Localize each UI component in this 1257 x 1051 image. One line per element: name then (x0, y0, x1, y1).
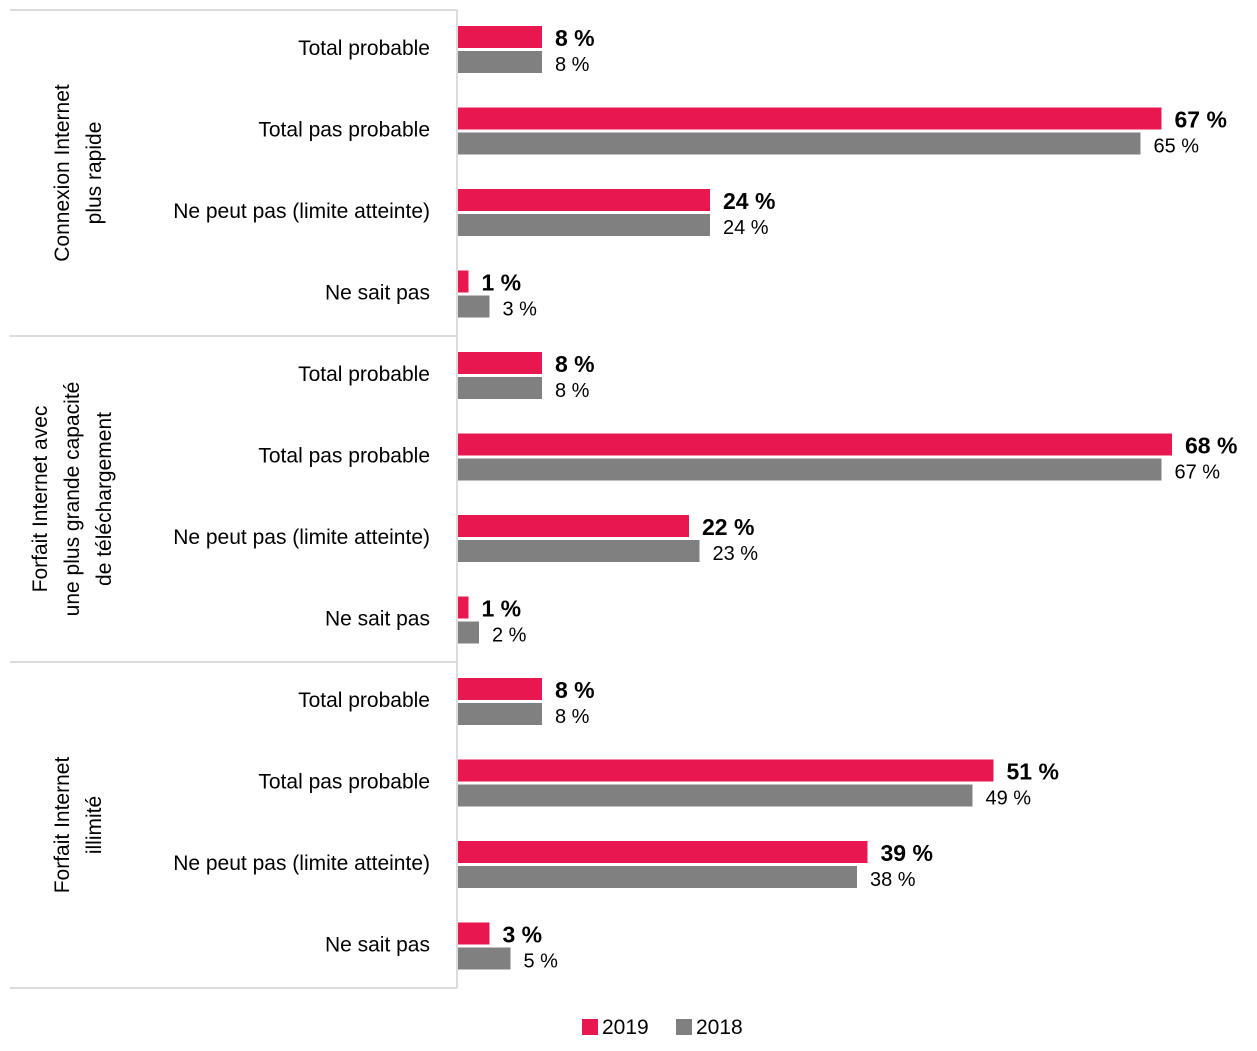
legend-swatch-2019 (582, 1019, 598, 1035)
data-label-2018: 2 % (492, 625, 527, 647)
data-label-2019: 68 % (1185, 433, 1237, 459)
data-label-2018: 8 % (555, 706, 590, 728)
data-label-2019: 22 % (702, 514, 754, 540)
data-label-2019: 1 % (482, 596, 522, 622)
category-label: Ne sait pas (325, 608, 430, 631)
data-label-2019: 1 % (482, 270, 522, 296)
data-label-2019: 8 % (555, 351, 595, 377)
category-label: Ne sait pas (325, 934, 430, 957)
data-label-2019: 51 % (1007, 759, 1059, 785)
data-label-2018: 67 % (1175, 462, 1221, 484)
category-label: Ne peut pas (limite atteinte) (173, 852, 430, 875)
bar-2018 (458, 377, 542, 399)
data-label-2018: 24 % (723, 217, 769, 239)
category-label: Total probable (298, 37, 430, 60)
data-label-2019: 67 % (1175, 107, 1227, 133)
group-label-line: Connexion Internet (51, 84, 74, 262)
bar-2019 (458, 759, 994, 782)
bar-2019 (458, 922, 490, 945)
bar-2019 (458, 596, 469, 619)
data-label-2019: 8 % (555, 25, 595, 51)
bar-2019 (458, 189, 710, 211)
data-label-2019: 39 % (881, 840, 933, 866)
bar-2018 (458, 866, 857, 888)
group-label-line: Forfait Internet (51, 757, 74, 894)
bar-2019 (458, 270, 469, 293)
group-label-line: Forfait Internet avec (29, 406, 52, 593)
data-label-2018: 8 % (555, 54, 590, 76)
data-label-2019: 24 % (723, 188, 775, 214)
bar-2018 (458, 295, 490, 318)
bar-2019 (458, 352, 542, 374)
group-label: Forfait Internet illimité (51, 757, 106, 894)
bar-2018 (458, 214, 710, 236)
group-label-line: illimité (83, 796, 106, 854)
group-label: Forfait Internet avec une plus grande cap… (29, 382, 116, 617)
bar-2018 (458, 132, 1141, 155)
bar-2018 (458, 51, 542, 73)
category-label: Total probable (298, 689, 430, 712)
group-label-line: une plus grande capacité (61, 382, 84, 617)
data-label-2018: 38 % (870, 869, 916, 891)
group-label-line: de téléchargement (93, 412, 116, 586)
bar-2019 (458, 26, 542, 48)
group-label: Connexion Internet plus rapide (51, 84, 106, 262)
bar-2018 (458, 621, 479, 644)
data-label-2018: 5 % (524, 951, 559, 973)
category-label: Total probable (298, 363, 430, 386)
bar-2018 (458, 458, 1162, 481)
category-label: Ne peut pas (limite atteinte) (173, 526, 430, 549)
data-label-2018: 49 % (986, 788, 1032, 810)
group-label-line: plus rapide (83, 122, 106, 225)
data-label-2018: 65 % (1154, 136, 1200, 158)
legend-label-2018: 2018 (696, 1016, 743, 1039)
bar-2019 (458, 841, 868, 863)
bar-2019 (458, 515, 689, 537)
data-label-2018: 23 % (713, 543, 759, 565)
category-label: Total pas probable (258, 771, 430, 794)
legend-swatch-2018 (676, 1019, 692, 1035)
data-label-2018: 8 % (555, 380, 590, 402)
category-label: Ne sait pas (325, 282, 430, 305)
bar-2018 (458, 947, 511, 970)
data-label-2019: 3 % (503, 922, 543, 948)
bar-2018 (458, 784, 973, 807)
category-label: Total pas probable (258, 445, 430, 468)
bar-2018 (458, 703, 542, 725)
bar-2019 (458, 107, 1162, 130)
data-label-2018: 3 % (503, 299, 538, 321)
bar-2019 (458, 433, 1172, 456)
legend-label-2019: 2019 (602, 1016, 649, 1039)
category-label: Total pas probable (258, 119, 430, 142)
bar-2019 (458, 678, 542, 700)
bar-2018 (458, 540, 700, 562)
category-label: Ne peut pas (limite atteinte) (173, 200, 430, 223)
data-label-2019: 8 % (555, 677, 595, 703)
